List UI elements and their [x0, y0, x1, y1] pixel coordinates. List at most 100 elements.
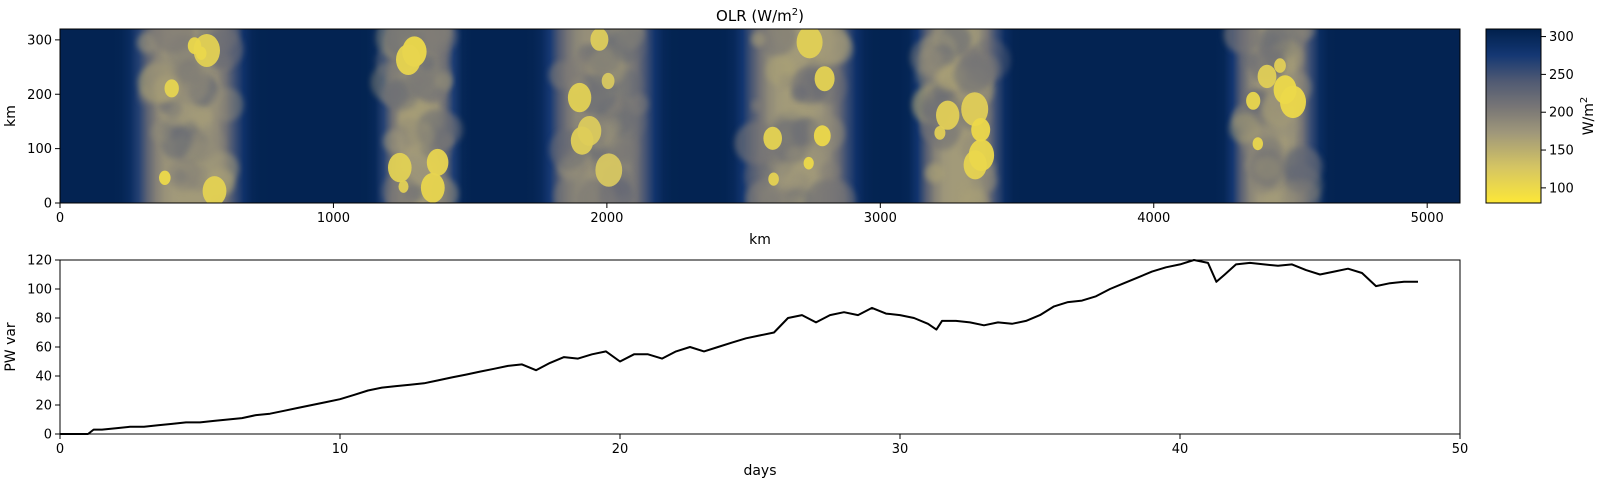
- convective-core: [803, 156, 814, 170]
- cloud-patch: [381, 80, 409, 107]
- colorbar-tick-label: 250: [1549, 68, 1574, 83]
- cloud-patch: [177, 59, 201, 84]
- convective-core: [595, 153, 623, 187]
- cloud-patch: [209, 87, 244, 122]
- x-tick-label: 0: [56, 211, 64, 226]
- convective-core: [388, 152, 412, 183]
- cloud-patch: [755, 29, 797, 57]
- convective-core: [590, 29, 609, 51]
- x-tick-label: 40: [1172, 442, 1189, 457]
- cloud-patch: [956, 178, 984, 203]
- cloud-patch: [558, 146, 572, 160]
- convective-core: [768, 172, 779, 186]
- convective-core: [1257, 64, 1277, 89]
- convective-band: [370, 29, 464, 203]
- convective-core: [796, 29, 823, 59]
- cloud-patch: [745, 180, 783, 203]
- convective-core: [420, 172, 445, 203]
- cloud-patch: [162, 99, 182, 118]
- y-tick-label: 40: [35, 370, 52, 385]
- heatmap-x-label: km: [749, 232, 771, 248]
- cloud-patch: [1297, 29, 1316, 40]
- y-tick-label: 80: [35, 312, 52, 327]
- convective-core: [968, 139, 995, 172]
- pw-var-line-panel: 0 10 20 30 40 50 0 20 40 60 80 100 120 days PW var: [3, 254, 1468, 480]
- convective-core: [567, 82, 592, 113]
- y-tick-label: 60: [35, 341, 52, 356]
- cloud-patch: [750, 99, 763, 112]
- convective-core: [814, 66, 835, 92]
- convective-core: [202, 176, 227, 203]
- y-tick-label: 0: [44, 428, 52, 443]
- heatmap-y-ticks: 0 100 200 300: [27, 33, 60, 212]
- convective-band: [137, 29, 244, 203]
- line-x-ticks: 0 10 20 30 40 50: [56, 434, 1468, 457]
- cloud-patch: [1248, 45, 1286, 84]
- heatmap-x-ticks: 0 1000 2000 3000 4000 5000: [56, 203, 1444, 226]
- convective-core: [971, 118, 991, 142]
- cloud-patch: [813, 179, 856, 203]
- cloud-patch: [1248, 148, 1286, 187]
- convective-core: [570, 126, 594, 155]
- convective-clusters: [137, 29, 1323, 203]
- cloud-patch: [774, 162, 803, 190]
- x-tick-label: 20: [612, 442, 629, 457]
- convective-band: [1223, 29, 1323, 203]
- convective-band: [734, 29, 856, 203]
- cloud-patch: [917, 47, 944, 74]
- olr-heatmap-panel: OLR (W/m2) 0 1000 2000 3000 4000 5000 0 100 200…: [3, 7, 1461, 248]
- convective-core: [763, 126, 782, 150]
- cloud-patch: [1284, 147, 1323, 186]
- convective-core: [426, 148, 449, 176]
- y-tick-label: 100: [27, 283, 52, 298]
- convective-core: [187, 37, 202, 55]
- cloud-patch: [1229, 112, 1260, 144]
- heatmap-title: OLR (W/m2): [716, 7, 804, 25]
- line-plot-area: [60, 260, 1460, 434]
- line-y-ticks: 0 20 40 60 80 100 120: [27, 254, 60, 443]
- cloud-patch: [818, 161, 840, 183]
- colorbar-tick-label: 200: [1549, 106, 1574, 121]
- x-tick-label: 1000: [317, 211, 350, 226]
- cloud-patch: [151, 29, 195, 54]
- cloud-patch: [150, 121, 172, 143]
- convective-band: [548, 29, 649, 203]
- heatmap-y-label: km: [3, 105, 19, 127]
- colorbar-label: W/m2: [1579, 97, 1597, 136]
- cloud-patch: [785, 146, 803, 164]
- x-tick-label: 5000: [1411, 211, 1444, 226]
- convective-core: [164, 79, 179, 98]
- colorbar-gradient: [1486, 29, 1541, 203]
- x-tick-label: 30: [892, 442, 909, 457]
- y-tick-label: 200: [27, 88, 52, 103]
- y-tick-label: 300: [27, 33, 52, 48]
- convective-core: [936, 100, 960, 130]
- convective-core: [396, 44, 421, 75]
- colorbar-tick-label: 300: [1549, 30, 1574, 45]
- convective-core: [601, 72, 615, 90]
- pw-var-series-line: [60, 259, 1418, 435]
- convective-core: [1252, 137, 1264, 151]
- convective-band: [910, 29, 1011, 203]
- heatmap-frame: [59, 28, 1461, 204]
- convective-core: [934, 125, 946, 140]
- convective-core: [159, 170, 171, 185]
- colorbar-tick-label: 100: [1549, 181, 1574, 196]
- convective-core: [1246, 91, 1261, 110]
- y-tick-label: 0: [44, 197, 52, 212]
- cloud-patch: [925, 163, 945, 183]
- y-tick-label: 100: [27, 142, 52, 157]
- cloud-patch: [199, 109, 213, 123]
- x-tick-label: 50: [1452, 442, 1469, 457]
- cloud-patch: [1281, 179, 1321, 203]
- convective-core: [1273, 75, 1297, 105]
- x-tick-label: 2000: [590, 211, 623, 226]
- convective-core: [961, 92, 989, 126]
- x-tick-label: 3000: [864, 211, 897, 226]
- cloud-patch: [406, 68, 431, 94]
- line-y-label: PW var: [3, 322, 19, 372]
- cloud-patch: [406, 121, 435, 150]
- y-tick-label: 20: [35, 399, 52, 414]
